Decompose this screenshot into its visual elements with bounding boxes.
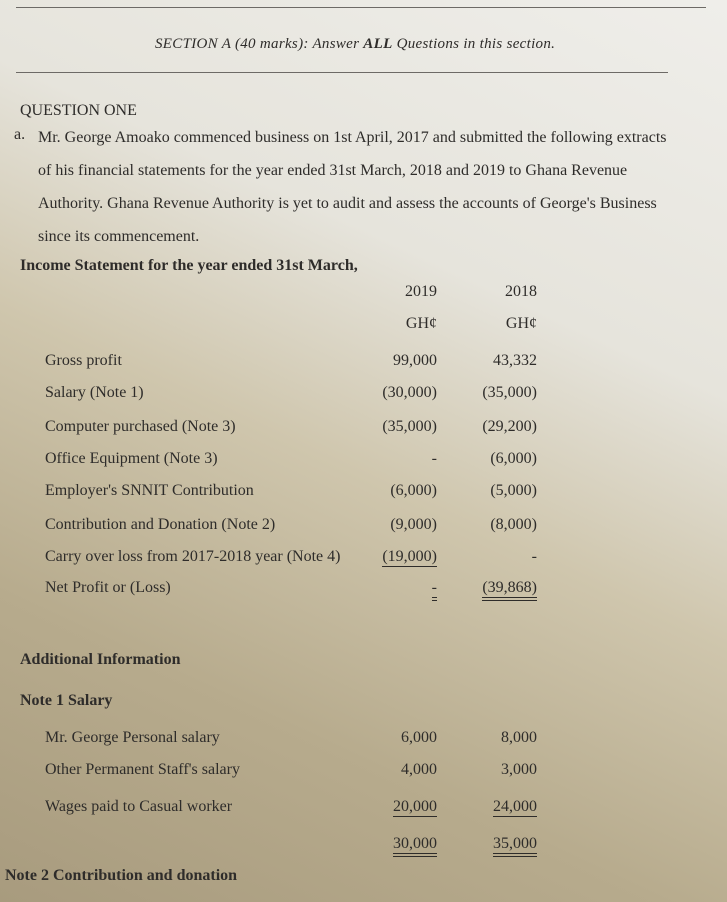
- note1-title: Note 1 Salary: [20, 692, 113, 709]
- note1-total-2018: 35,000: [493, 835, 537, 857]
- section-header-suffix: Questions in this section.: [392, 36, 556, 52]
- col-2018-year: 2018: [505, 283, 537, 300]
- income-row-label: Employer's SNNIT Contribution: [45, 482, 254, 499]
- income-row-label: Net Profit or (Loss): [45, 579, 171, 596]
- income-row-2018: (29,200): [482, 418, 537, 435]
- note1-row-label: Other Permanent Staff's salary: [45, 761, 240, 778]
- col-2018-currency: GH¢: [505, 315, 537, 332]
- income-row-label: Gross profit: [45, 352, 122, 369]
- income-row-2019: 99,000: [393, 352, 437, 369]
- income-row-2018: (8,000): [490, 516, 537, 533]
- item-marker: a.: [14, 126, 26, 143]
- income-row-label: Carry over loss from 2017-2018 year (Not…: [45, 548, 341, 565]
- note1-row-2018: 24,000: [493, 798, 537, 817]
- additional-info-title: Additional Information: [20, 651, 181, 668]
- note1-row-2018: 3,000: [501, 761, 537, 778]
- intro-paragraph: Mr. George Amoako commenced business on …: [38, 121, 718, 253]
- note1-row-2019: 4,000: [401, 761, 437, 778]
- intro-line: of his financial statements for the year…: [38, 162, 628, 179]
- statement-title: Income Statement for the year ended 31st…: [20, 257, 358, 274]
- col-2019-year: 2019: [405, 283, 437, 300]
- income-row-2019: (9,000): [390, 516, 437, 533]
- note2-title: Note 2 Contribution and donation: [5, 867, 238, 884]
- income-row-2019: -: [431, 450, 437, 467]
- income-row-2018: (39,868): [482, 579, 537, 601]
- intro-line: Mr. George Amoako commenced business on …: [38, 129, 667, 146]
- income-row-2019: (35,000): [382, 418, 437, 435]
- income-row-2019: (19,000): [382, 548, 437, 567]
- note1-row-2019: 6,000: [401, 729, 437, 746]
- income-row-2019: -: [431, 579, 437, 601]
- header-rule: [16, 72, 668, 73]
- section-header-emphasis: ALL: [363, 36, 393, 52]
- note1-row-label: Mr. George Personal salary: [45, 729, 220, 746]
- section-header: SECTION A (40 marks): Answer ALL Questio…: [155, 36, 555, 53]
- section-header-prefix: SECTION A (40 marks): Answer: [155, 36, 364, 52]
- income-row-label: Salary (Note 1): [45, 384, 144, 401]
- question-title: QUESTION ONE: [20, 102, 137, 119]
- top-rule: [16, 7, 706, 8]
- income-row-2018: (5,000): [490, 482, 537, 499]
- income-row-2019: (30,000): [382, 384, 437, 401]
- intro-line: since its commencement.: [38, 228, 200, 245]
- income-row-2018: (35,000): [482, 384, 537, 401]
- income-row-2018: 43,332: [493, 352, 537, 369]
- income-row-2018: (6,000): [490, 450, 537, 467]
- intro-line: Authority. Ghana Revenue Authority is ye…: [38, 195, 657, 212]
- note1-row-label: Wages paid to Casual worker: [45, 798, 233, 815]
- income-row-2018: -: [531, 548, 537, 565]
- income-row-label: Computer purchased (Note 3): [45, 418, 236, 435]
- note1-row-2019: 20,000: [393, 798, 437, 817]
- note1-row-2018: 8,000: [501, 729, 537, 746]
- income-row-label: Contribution and Donation (Note 2): [45, 516, 276, 533]
- col-2019-currency: GH¢: [405, 315, 437, 332]
- income-row-2019: (6,000): [390, 482, 437, 499]
- income-row-label: Office Equipment (Note 3): [45, 450, 218, 467]
- note1-total-2019: 30,000: [393, 835, 437, 857]
